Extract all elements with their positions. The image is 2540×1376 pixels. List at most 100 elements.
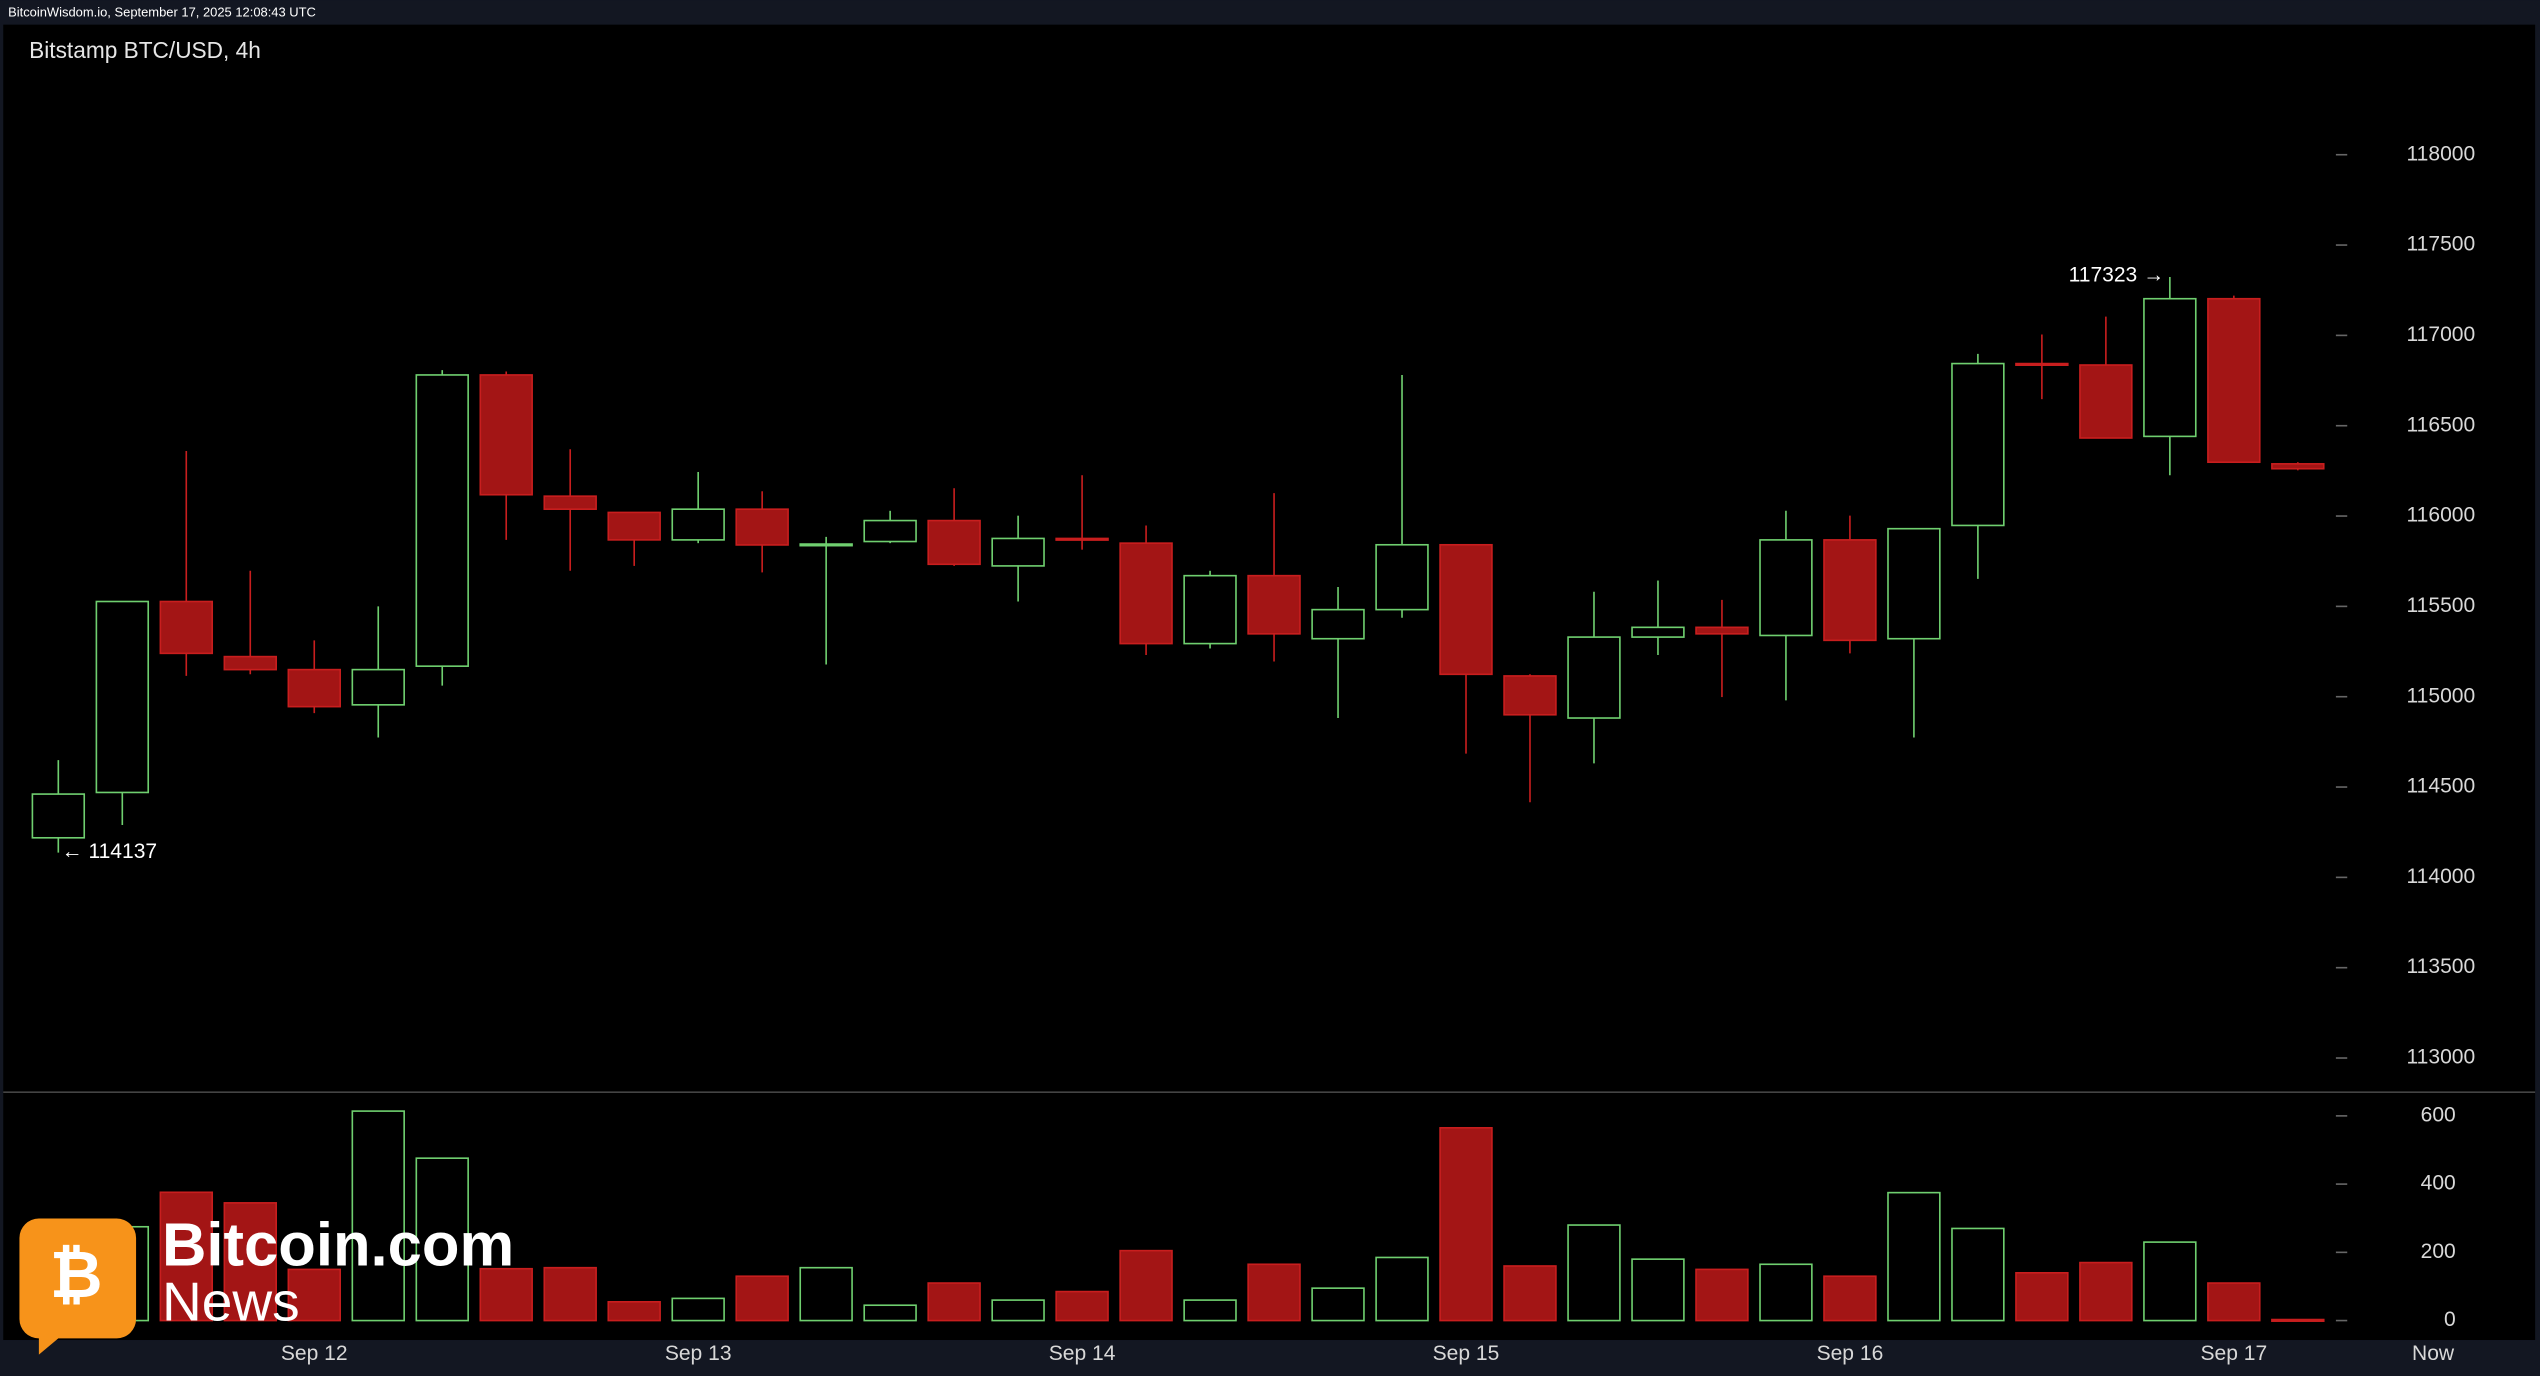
volume-bar bbox=[2143, 1241, 2197, 1322]
y-tick-label: 117500 bbox=[2407, 233, 2476, 256]
y-tick-label: 113000 bbox=[2407, 1046, 2476, 1069]
volume-bar bbox=[1759, 1263, 1813, 1322]
candle-body bbox=[1695, 626, 1749, 635]
candle-body bbox=[863, 519, 917, 543]
volume-bar bbox=[1439, 1127, 1493, 1322]
volume-bar bbox=[1247, 1263, 1301, 1322]
candle-body bbox=[2079, 364, 2133, 439]
candle-body bbox=[159, 600, 214, 655]
candle-body bbox=[1951, 362, 2005, 527]
y2-tick-label: 0 bbox=[2444, 1308, 2456, 1331]
volume-bar bbox=[415, 1157, 469, 1322]
candle-body bbox=[95, 600, 150, 794]
candle-body bbox=[2143, 297, 2197, 438]
candle-body bbox=[1247, 574, 1301, 635]
candle-body bbox=[543, 495, 597, 510]
annotation: ← 114137 bbox=[62, 840, 158, 863]
volume-bar bbox=[607, 1300, 661, 1322]
candle-body bbox=[1119, 542, 1173, 645]
logo-badge bbox=[19, 1218, 137, 1355]
y-tick-label: 113500 bbox=[2407, 955, 2476, 978]
y2-tick-label: 400 bbox=[2421, 1172, 2456, 1195]
x-tick-label: Sep 13 bbox=[665, 1342, 732, 1365]
logo-symbol: ₿ bbox=[50, 1238, 103, 1311]
candle-body bbox=[2271, 463, 2325, 470]
candle-body bbox=[1567, 636, 1621, 719]
y-tick-label: 115500 bbox=[2407, 594, 2476, 617]
volume-bar bbox=[351, 1110, 405, 1322]
volume-bar bbox=[991, 1299, 1045, 1322]
volume-bar bbox=[1631, 1258, 1685, 1322]
volume-bar bbox=[671, 1297, 725, 1322]
x-now-label: Now bbox=[2412, 1342, 2455, 1365]
volume-bar bbox=[1119, 1249, 1173, 1322]
volume-bar bbox=[927, 1282, 981, 1322]
x-tick-label: Sep 15 bbox=[1433, 1342, 1500, 1365]
candle-body bbox=[1759, 539, 1813, 637]
candle-body bbox=[1887, 527, 1941, 640]
candle-body bbox=[1311, 608, 1365, 640]
volume-bar bbox=[1375, 1256, 1429, 1322]
y-tick-label: 114500 bbox=[2407, 775, 2476, 798]
watermark: ₿ Bitcoin.com News bbox=[19, 1211, 514, 1355]
candle-body bbox=[1823, 539, 1877, 642]
volume-bar bbox=[159, 1191, 214, 1322]
y-tick-label: 115000 bbox=[2407, 684, 2476, 707]
candle-body bbox=[31, 793, 86, 839]
candle-body bbox=[2207, 297, 2261, 464]
candle-body bbox=[991, 537, 1045, 567]
candle-body bbox=[735, 508, 789, 546]
volume-bar bbox=[799, 1266, 853, 1322]
y-tick-label: 118000 bbox=[2407, 142, 2476, 165]
y-tick-label: 114000 bbox=[2407, 865, 2476, 888]
candle-body bbox=[1631, 626, 1685, 638]
volume-bar bbox=[863, 1304, 917, 1322]
volume-bar bbox=[1503, 1265, 1557, 1322]
volume-bar bbox=[2015, 1271, 2069, 1322]
annotation: 117323 → bbox=[2069, 263, 2165, 286]
x-tick-label: Sep 12 bbox=[281, 1342, 348, 1365]
candle-body bbox=[1375, 543, 1429, 611]
candle-body bbox=[1439, 543, 1493, 676]
volume-bar bbox=[1183, 1299, 1237, 1322]
volume-bar bbox=[479, 1267, 533, 1322]
x-tick-label: Sep 17 bbox=[2200, 1342, 2267, 1365]
x-tick-label: Sep 16 bbox=[1817, 1342, 1884, 1365]
brand-sub: News bbox=[162, 1271, 300, 1333]
candle-body bbox=[287, 668, 341, 708]
volume-bar bbox=[1567, 1224, 1621, 1322]
candle-body bbox=[1503, 675, 1557, 716]
volume-bar bbox=[223, 1202, 278, 1322]
candle-body bbox=[415, 374, 469, 667]
volume-bar bbox=[1823, 1275, 1877, 1322]
volume-bar bbox=[2079, 1261, 2133, 1322]
candle-body bbox=[2015, 362, 2069, 366]
y-tick-label: 116000 bbox=[2407, 504, 2476, 527]
volume-bar bbox=[1951, 1227, 2005, 1322]
volume-bar bbox=[1311, 1287, 1365, 1322]
candle-body bbox=[799, 543, 853, 547]
candle-body bbox=[479, 374, 533, 496]
volume-bar bbox=[543, 1266, 597, 1322]
volume-bar bbox=[735, 1275, 789, 1322]
x-tick-label: Sep 14 bbox=[1049, 1342, 1116, 1365]
plot: 113000 113500 114000 114500 115000 115500 1160… bbox=[31, 142, 2476, 1365]
chart-title: Bitstamp BTC/USD, 4h bbox=[29, 37, 261, 63]
plot-background bbox=[3, 24, 2536, 1341]
candle-body bbox=[1055, 537, 1109, 541]
volume-bar bbox=[2207, 1282, 2261, 1322]
volume-bar bbox=[2271, 1318, 2325, 1322]
candle-body bbox=[223, 655, 278, 671]
y2-tick-label: 200 bbox=[2421, 1240, 2456, 1263]
brand: Bitcoin.com bbox=[162, 1211, 514, 1280]
volume-bar bbox=[1887, 1191, 1941, 1322]
volume-bar bbox=[287, 1268, 341, 1322]
y-tick-label: 116500 bbox=[2407, 413, 2476, 436]
candle-body bbox=[607, 511, 661, 541]
candle-body bbox=[1183, 574, 1237, 645]
y2-tick-label: 600 bbox=[2421, 1103, 2456, 1126]
candle-body bbox=[671, 508, 725, 541]
volume-bar bbox=[1055, 1290, 1109, 1322]
